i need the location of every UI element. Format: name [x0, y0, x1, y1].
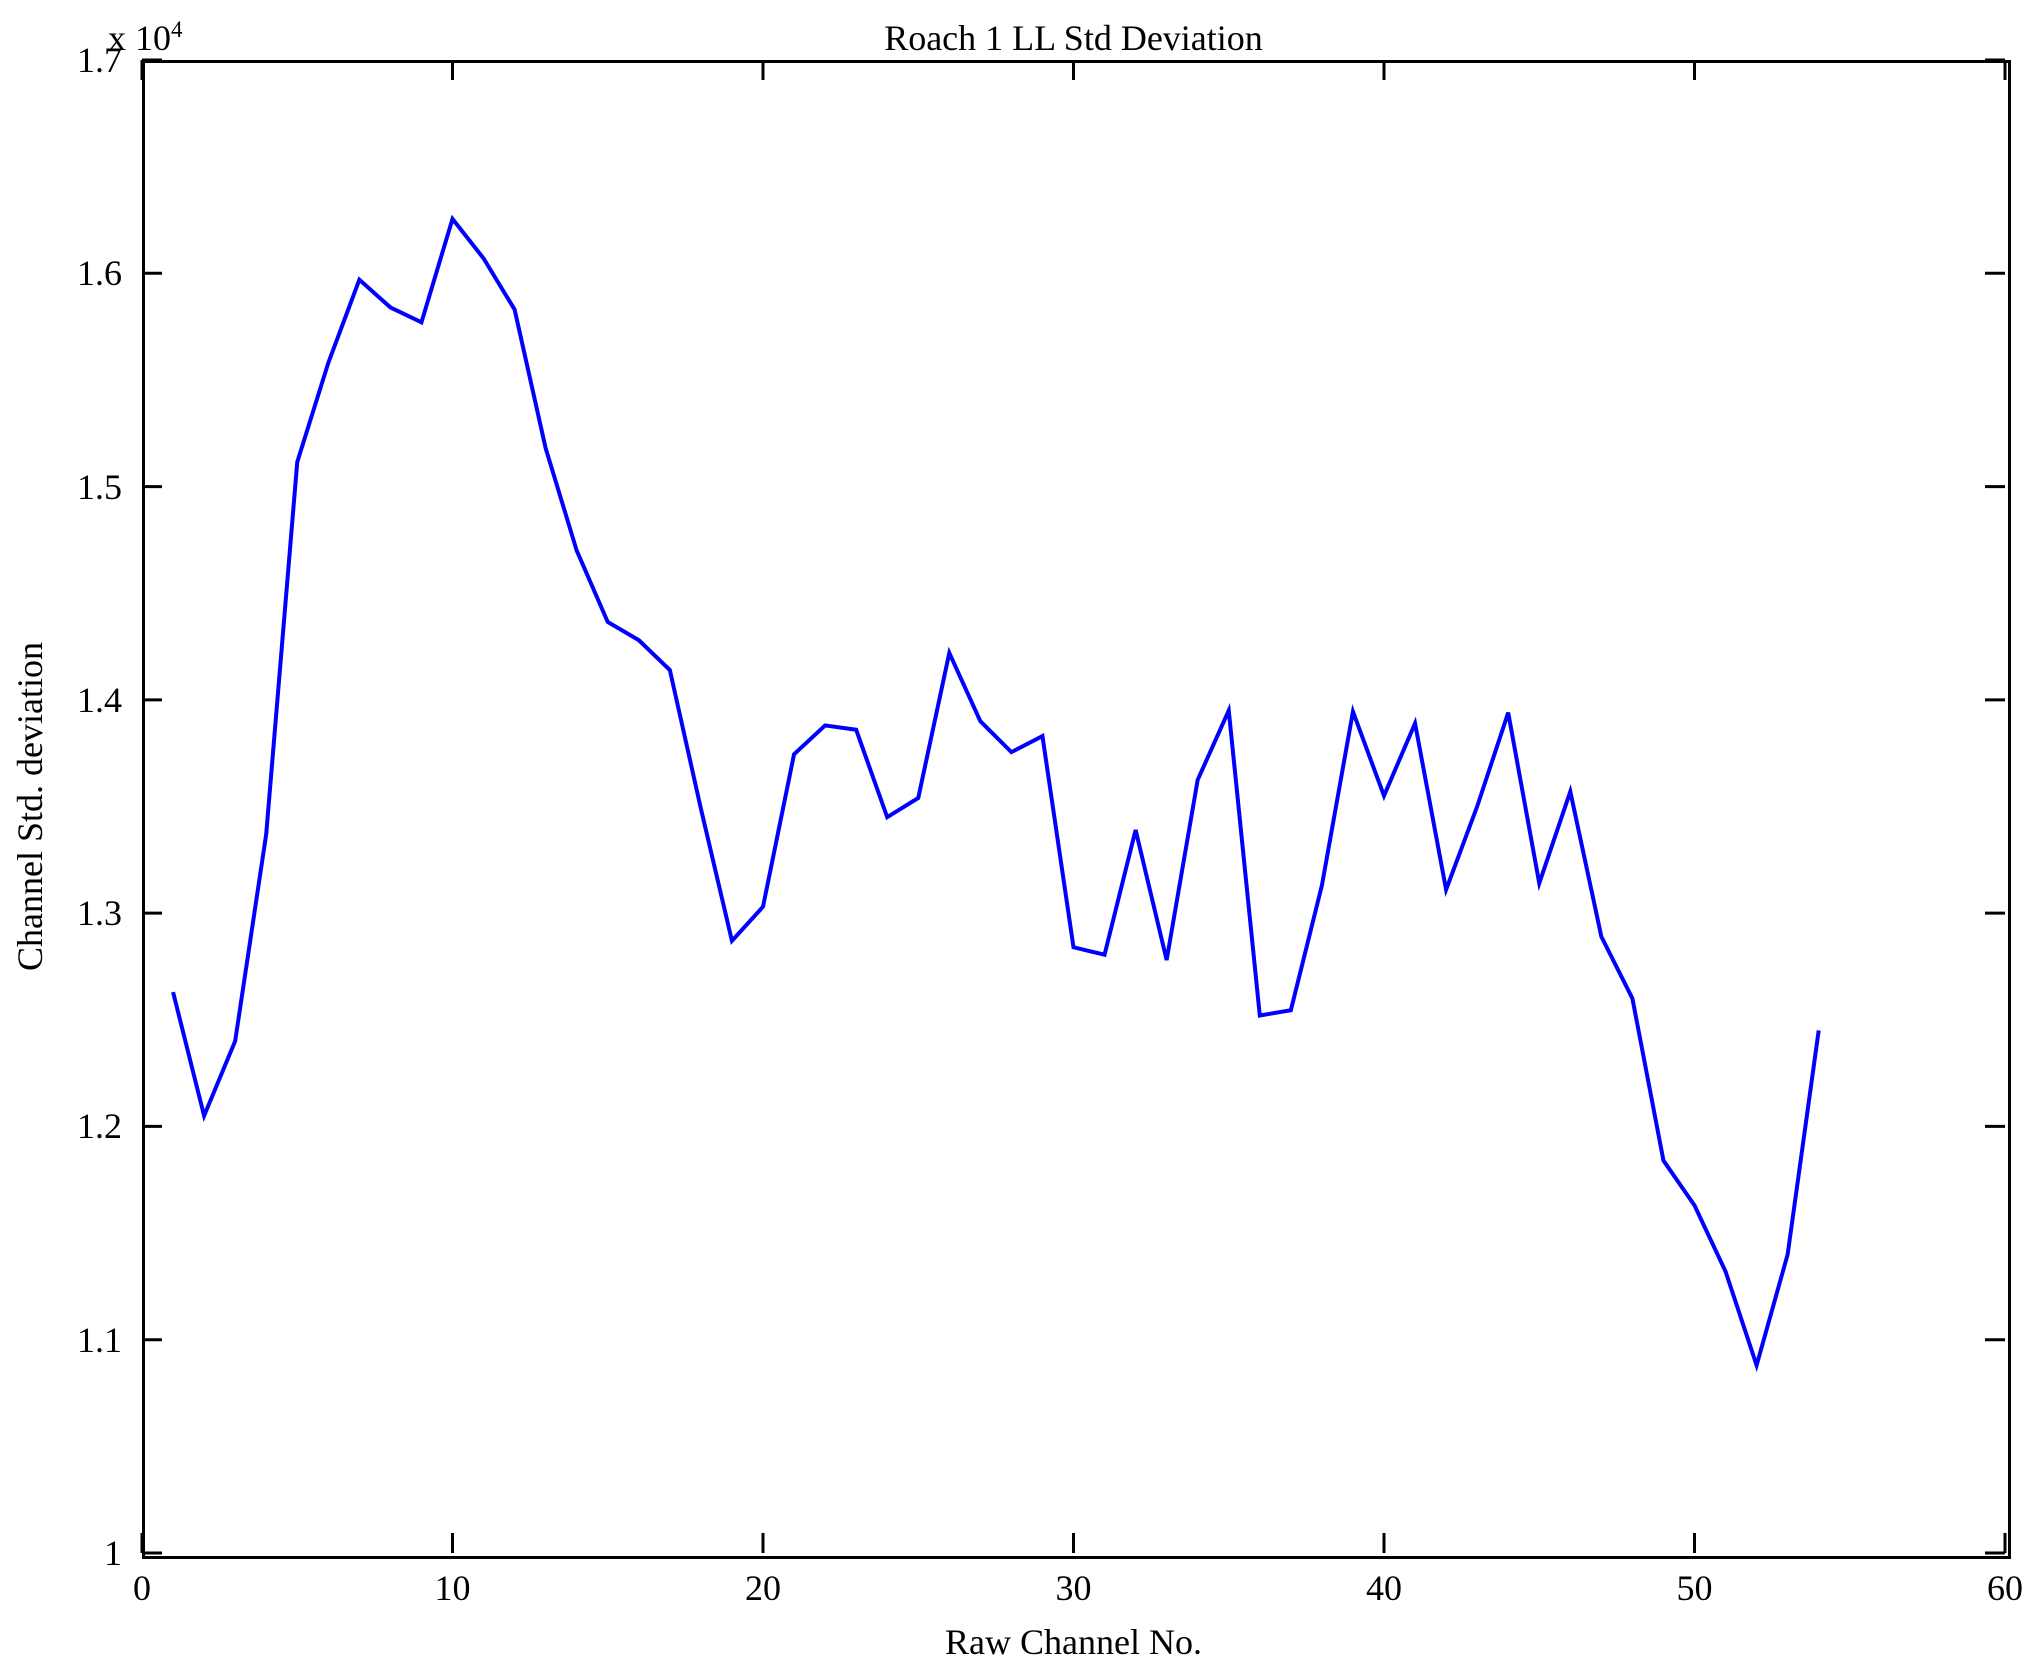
y-tick-label: 1.4 — [77, 679, 122, 720]
data-series-line — [171, 214, 1821, 1373]
y-axis-title: Channel Std. deviation — [10, 642, 50, 971]
plot-frame — [142, 60, 2011, 1559]
y-tick-label: 1 — [104, 1533, 122, 1573]
y-tick-label: 1.2 — [77, 1106, 122, 1147]
y-axis-ticks — [142, 58, 2005, 1555]
y-tick-label: 1.1 — [77, 1319, 122, 1360]
y-axis-title-wrap: Channel Std. deviation — [0, 0, 122, 1671]
y-axis-exponent-base: x 10 — [108, 18, 171, 58]
x-tick-label: 60 — [1987, 1568, 2023, 1608]
y-tick-label: 1.7 — [77, 40, 122, 80]
x-tick-label: 0 — [133, 1568, 151, 1608]
y-tick-label: 1.6 — [77, 253, 122, 294]
x-tick-label: 30 — [1055, 1568, 1092, 1608]
x-axis-tick-labels: 0 10 20 30 40 50 60 — [133, 1568, 2023, 1620]
y-axis-exponent-power: 4 — [171, 17, 183, 42]
x-tick-label: 20 — [745, 1568, 781, 1608]
y-tick-label: 1.5 — [77, 466, 122, 507]
page-title: Roach 1 LL Std Deviation — [884, 18, 1263, 58]
x-tick-label: 10 — [434, 1568, 471, 1608]
x-tick-label: 40 — [1366, 1568, 1402, 1608]
y-tick-label: 1.3 — [77, 893, 122, 934]
y-axis-exponent-label: x 104 — [108, 18, 183, 58]
x-axis-ticks — [140, 60, 2007, 1553]
x-tick-label: 50 — [1676, 1568, 1713, 1608]
x-axis-title: Raw Channel No. — [945, 1622, 1202, 1662]
plot-canvas — [140, 58, 2007, 1555]
y-axis-tick-labels: 1.7 1.6 1.5 1.4 1.3 1.2 1.1 1 — [0, 42, 122, 1571]
